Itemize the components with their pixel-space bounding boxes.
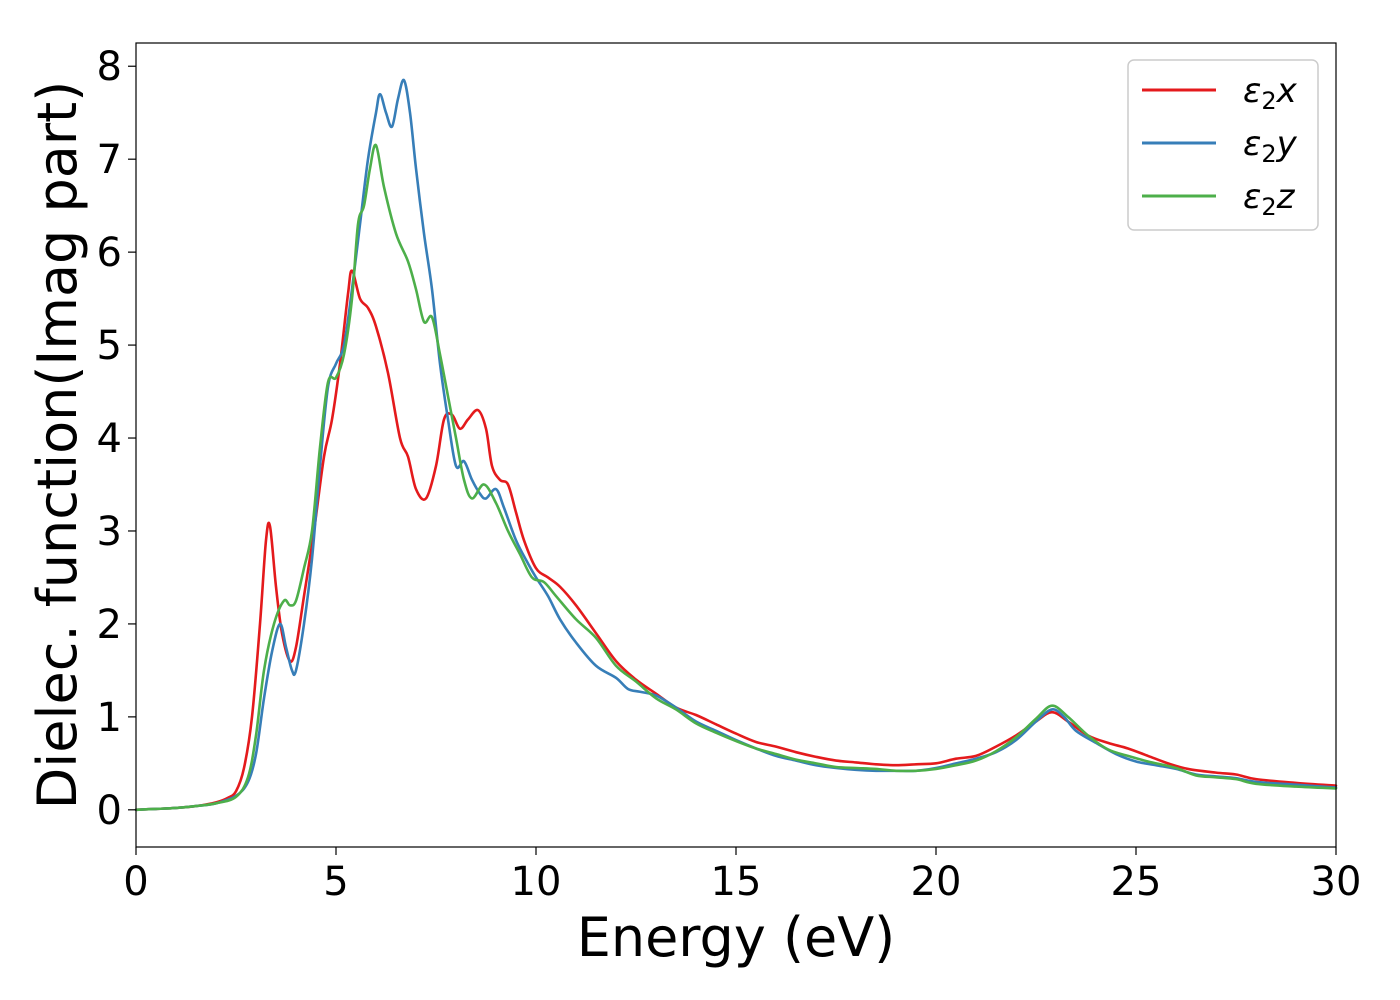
x-tick-label: 0 — [123, 859, 148, 905]
y-axis-label: Dielec. function(Imag part) — [26, 81, 89, 810]
x-tick-label: 20 — [911, 859, 962, 905]
x-axis-ticks: 0 5 10 15 20 25 30 — [123, 847, 1361, 905]
legend-box — [1127, 59, 1319, 231]
y-tick-label: 1 — [97, 695, 122, 741]
y-axis-ticks: 0 1 2 3 4 5 6 7 8 — [97, 44, 136, 834]
y-tick-label: 6 — [97, 230, 122, 276]
series-line-z — [134, 143, 1338, 812]
y-tick-label: 5 — [97, 323, 122, 369]
x-tick-label: 30 — [1311, 859, 1362, 905]
legend: ε2x ε2y ε2z — [1127, 59, 1319, 231]
x-axis-label: Energy (eV) — [577, 906, 896, 969]
y-tick-label: 4 — [97, 416, 122, 462]
y-tick-label: 2 — [97, 602, 122, 648]
legend-label-y: ε2y — [1243, 124, 1298, 168]
y-tick-label: 8 — [97, 44, 122, 90]
series-line-y — [134, 78, 1338, 812]
x-tick-label: 5 — [323, 859, 348, 905]
y-tick-label: 3 — [97, 509, 122, 555]
x-tick-label: 10 — [511, 859, 562, 905]
y-tick-label: 7 — [97, 137, 122, 183]
legend-label-x: ε2x — [1243, 71, 1298, 115]
x-tick-label: 15 — [711, 859, 762, 905]
legend-label-z: ε2z — [1243, 177, 1296, 221]
x-tick-label: 25 — [1111, 859, 1162, 905]
y-tick-label: 0 — [97, 788, 122, 834]
series-layer — [134, 78, 1338, 812]
